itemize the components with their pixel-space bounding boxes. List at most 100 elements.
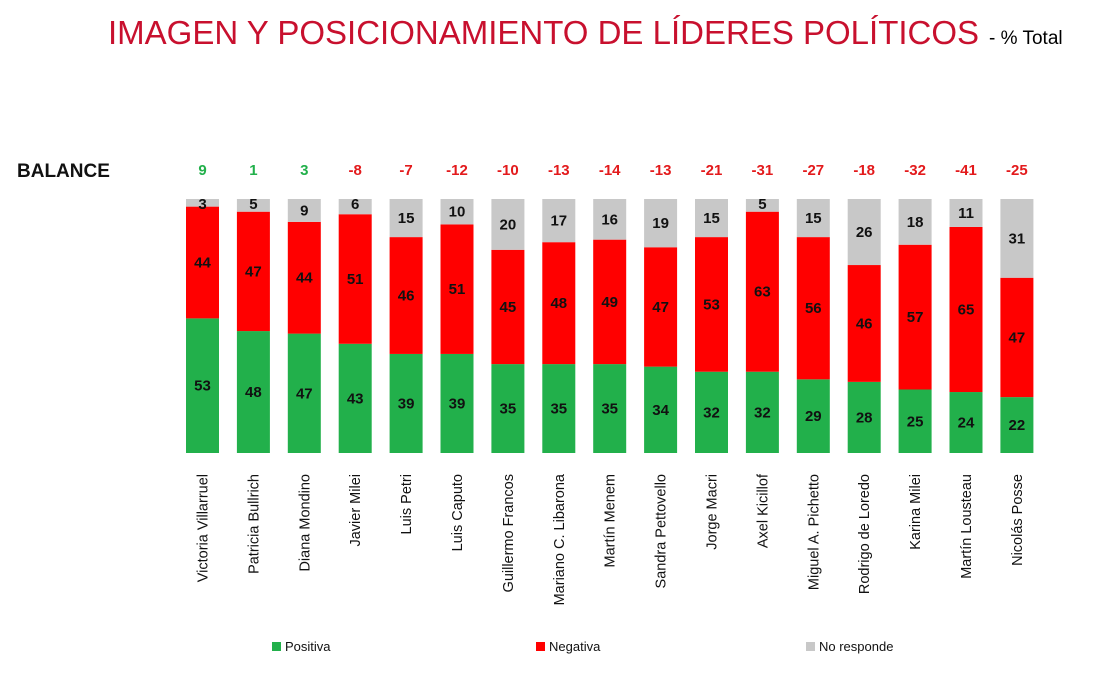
- legend: Positiva Negativa No responde: [272, 639, 893, 654]
- bar-negativa-axel-kicillof: [745, 211, 779, 372]
- bar-group-diana-mondino: 47 44 9: [287, 199, 321, 453]
- legend-swatch-negativa: [536, 642, 545, 651]
- bar-positiva-martin-lousteau: [949, 392, 983, 453]
- bar-no-responde-luis-caputo: [440, 199, 474, 225]
- balance-value-martin-menem: -14: [599, 162, 621, 179]
- bar-label-no-responde-rodrigo-de-loredo: 26: [856, 224, 873, 241]
- bar-label-positiva-martin-menem: 35: [601, 401, 618, 418]
- balance-value-luis-caputo: -12: [446, 162, 468, 179]
- bar-label-no-responde-martin-menem: 16: [601, 211, 618, 228]
- title-main: IMAGEN Y POSICIONAMIENTO DE LÍDERES POLÍ…: [108, 14, 980, 51]
- bar-no-responde-martin-menem: [593, 199, 627, 240]
- bar-group-luis-caputo: 39 51 10: [440, 199, 474, 453]
- bar-label-no-responde-luis-petri: 15: [398, 210, 415, 227]
- balance-value-sandra-pettovello: -13: [650, 162, 672, 179]
- bar-no-responde-victoria-villarruel: [186, 199, 219, 207]
- category-label-mariano-c-libarona: Mariano C. Libarona: [552, 473, 568, 605]
- bar-group-guillermo-francos: 35 45 20: [491, 199, 525, 453]
- bar-label-no-responde-luis-caputo: 10: [449, 204, 466, 221]
- bar-group-rodrigo-de-loredo: 28 46 26: [847, 199, 881, 453]
- bar-positiva-jorge-macri: [695, 371, 728, 453]
- bar-group-victoria-villarruel: 53 44 3: [186, 196, 219, 453]
- bar-no-responde-luis-petri: [389, 199, 423, 238]
- category-label-victoria-villarruel: Victoria Villarruel: [196, 474, 212, 582]
- bar-group-luis-petri: 39 46 15: [389, 199, 423, 453]
- bar-positiva-karina-milei: [898, 389, 932, 453]
- bar-positiva-patricia-bullrich: [236, 331, 270, 453]
- bar-group-javier-milei: 43 51 6: [338, 196, 372, 453]
- balance-value-luis-petri: -7: [399, 162, 412, 179]
- bar-label-negativa-javier-milei: 51: [347, 271, 364, 288]
- bar-label-positiva-mariano-c-libarona: 35: [550, 401, 567, 418]
- category-label-javier-milei: Javier Milei: [348, 474, 364, 547]
- bar-positiva-mariano-c-libarona: [542, 364, 576, 453]
- legend-swatch-no-responde: [806, 642, 815, 651]
- bar-label-positiva-miguel-a-pichetto: 29: [805, 408, 822, 425]
- bar-negativa-luis-petri: [389, 237, 423, 354]
- bar-positiva-miguel-a-pichetto: [796, 379, 830, 453]
- balance-value-diana-mondino: 3: [300, 162, 308, 179]
- category-labels: Victoria Villarruel Patricia Bullrich Dian…: [196, 473, 1026, 605]
- bar-positiva-axel-kicillof: [745, 371, 779, 453]
- bar-positiva-diana-mondino: [287, 333, 321, 453]
- balance-label: BALANCE: [17, 161, 110, 182]
- bar-label-negativa-karina-milei: 57: [907, 309, 924, 326]
- balance-value-patricia-bullrich: 1: [249, 162, 257, 179]
- category-label-luis-petri: Luis Petri: [399, 474, 415, 534]
- category-label-jorge-macri: Jorge Macri: [705, 474, 721, 550]
- bar-no-responde-martin-lousteau: [949, 199, 983, 227]
- bar-group-jorge-macri: 32 53 15: [695, 199, 728, 453]
- bar-negativa-patricia-bullrich: [236, 211, 270, 332]
- bar-label-negativa-rodrigo-de-loredo: 46: [856, 315, 873, 332]
- bar-negativa-diana-mondino: [287, 221, 321, 334]
- bar-negativa-guillermo-francos: [491, 249, 525, 365]
- bar-no-responde-nicolas-posse: [1000, 199, 1034, 278]
- bar-label-positiva-martin-lousteau: 24: [958, 415, 975, 432]
- bar-label-positiva-javier-milei: 43: [347, 390, 364, 407]
- bar-positiva-sandra-pettovello: [644, 366, 678, 453]
- bar-group-martin-lousteau: 24 65 11: [949, 199, 983, 453]
- bar-negativa-martin-menem: [593, 239, 627, 365]
- bar-group-axel-kicillof: 32 63 5: [745, 196, 779, 453]
- bar-label-negativa-sandra-pettovello: 47: [652, 299, 669, 316]
- bar-label-negativa-victoria-villarruel: 44: [194, 255, 211, 272]
- bar-group-karina-milei: 25 57 18: [898, 199, 932, 453]
- bar-label-positiva-nicolas-posse: 22: [1009, 417, 1026, 434]
- balance-value-victoria-villarruel: 9: [198, 162, 206, 179]
- category-label-axel-kicillof: Axel Kicillof: [755, 473, 771, 548]
- bar-label-no-responde-diana-mondino: 9: [300, 202, 308, 219]
- bar-positiva-luis-petri: [389, 353, 423, 453]
- bar-negativa-martin-lousteau: [949, 226, 983, 393]
- category-label-sandra-pettovello: Sandra Pettovello: [654, 474, 670, 588]
- bar-positiva-victoria-villarruel: [186, 318, 219, 453]
- bar-label-negativa-martin-lousteau: 65: [958, 301, 975, 318]
- bar-positiva-javier-milei: [338, 343, 372, 453]
- bar-label-positiva-jorge-macri: 32: [703, 404, 720, 421]
- bar-label-positiva-rodrigo-de-loredo: 28: [856, 409, 873, 426]
- bar-label-no-responde-patricia-bullrich: 5: [249, 196, 257, 213]
- category-label-diana-mondino: Diana Mondino: [297, 474, 313, 572]
- bar-no-responde-miguel-a-pichetto: [796, 199, 830, 238]
- category-label-rodrigo-de-loredo: Rodrigo de Loredo: [857, 474, 873, 594]
- bar-label-no-responde-mariano-c-libarona: 17: [550, 213, 567, 230]
- bar-group-patricia-bullrich: 48 47 5: [236, 196, 270, 453]
- bar-label-no-responde-miguel-a-pichetto: 15: [805, 210, 822, 227]
- bar-label-positiva-diana-mondino: 47: [296, 385, 313, 402]
- category-label-miguel-a-pichetto: Miguel A. Pichetto: [806, 474, 822, 590]
- bar-label-negativa-diana-mondino: 44: [296, 270, 313, 287]
- bar-group-miguel-a-pichetto: 29 56 15: [796, 199, 830, 453]
- bar-label-no-responde-victoria-villarruel: 3: [198, 196, 206, 213]
- bar-no-responde-rodrigo-de-loredo: [847, 199, 881, 266]
- bar-label-negativa-axel-kicillof: 63: [754, 284, 771, 301]
- balance-value-rodrigo-de-loredo: -18: [853, 162, 875, 179]
- bar-negativa-rodrigo-de-loredo: [847, 265, 881, 382]
- balance-value-karina-milei: -32: [904, 162, 926, 179]
- bar-group-martin-menem: 35 49 16: [593, 199, 627, 453]
- bar-negativa-jorge-macri: [695, 237, 728, 372]
- bar-no-responde-patricia-bullrich: [236, 199, 270, 212]
- bar-label-positiva-guillermo-francos: 35: [500, 401, 517, 418]
- bar-no-responde-karina-milei: [898, 199, 932, 245]
- title-subtitle: - % Total: [989, 28, 1063, 49]
- bar-negativa-mariano-c-libarona: [542, 242, 576, 365]
